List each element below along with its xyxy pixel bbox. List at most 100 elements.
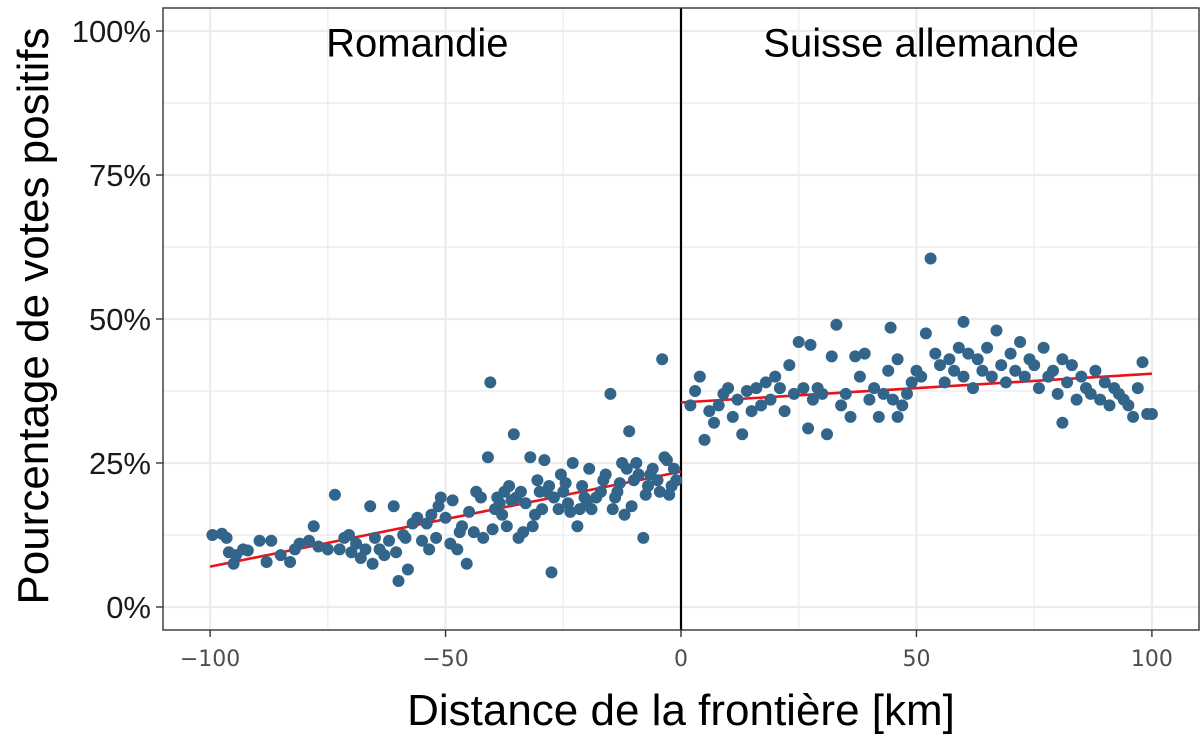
data-point (1103, 399, 1116, 412)
data-point (507, 428, 520, 441)
data-point (804, 338, 817, 351)
data-point (585, 503, 598, 516)
data-point (858, 347, 871, 360)
data-point (526, 520, 539, 533)
y-tick-label: 25% (89, 446, 151, 481)
data-point (1065, 359, 1078, 372)
data-point (703, 405, 716, 418)
data-point (967, 382, 979, 395)
data-point (750, 382, 763, 395)
data-point (698, 433, 711, 446)
data-point (670, 474, 683, 487)
data-point (637, 531, 650, 544)
data-point (1127, 410, 1140, 423)
data-point (392, 575, 405, 587)
data-point (1047, 364, 1059, 377)
data-point (773, 382, 786, 395)
y-tick-label: 100% (72, 14, 151, 49)
data-point (745, 405, 758, 418)
data-point (929, 347, 942, 360)
data-point (573, 503, 586, 516)
data-point (1032, 382, 1045, 395)
y-axis: 0% 25% 50% 75% 100% (72, 14, 163, 625)
data-point (726, 410, 739, 423)
data-point (486, 523, 499, 536)
data-point (1056, 416, 1069, 429)
data-point (434, 491, 447, 504)
data-point (1122, 399, 1135, 412)
data-point (439, 511, 452, 524)
data-point (474, 491, 487, 504)
data-point (1004, 347, 1017, 360)
data-point (1131, 382, 1144, 395)
data-point (571, 520, 584, 533)
data-point (364, 500, 377, 513)
data-point (839, 387, 852, 400)
data-point (500, 520, 513, 533)
data-point (868, 382, 881, 395)
data-point (390, 546, 403, 559)
data-point (853, 370, 866, 383)
data-point (642, 480, 654, 492)
data-point (453, 526, 466, 539)
data-point (1009, 364, 1022, 377)
data-point (995, 359, 1008, 372)
data-point (446, 494, 459, 507)
fit-line (680, 372, 1152, 404)
data-point (990, 324, 1003, 337)
data-point (321, 543, 334, 556)
data-point (425, 508, 438, 521)
data-point (594, 485, 607, 498)
data-point (667, 462, 680, 475)
data-point (1070, 393, 1083, 406)
data-point (293, 537, 306, 550)
data-point (493, 497, 506, 510)
data-point (583, 462, 596, 475)
data-point (524, 451, 537, 464)
data-point (905, 376, 918, 389)
data-point (943, 353, 956, 366)
y-tick-label: 75% (89, 158, 151, 193)
annotation-suisse-allemande: Suisse allemande (763, 22, 1079, 66)
data-point (463, 505, 476, 518)
data-point (625, 500, 638, 513)
data-point (307, 520, 320, 533)
data-point (265, 534, 278, 547)
data-point (849, 350, 862, 363)
data-point (708, 416, 720, 429)
data-point (755, 399, 768, 412)
data-point (630, 457, 643, 469)
data-point (274, 549, 287, 562)
data-point (423, 543, 436, 556)
annotation-romandie: Romandie (326, 22, 508, 66)
data-point (312, 540, 325, 553)
data-point (901, 387, 913, 400)
data-points (206, 252, 1158, 587)
data-point (368, 531, 381, 544)
data-point (797, 382, 810, 395)
data-point (564, 505, 577, 518)
data-point (806, 393, 819, 406)
data-point (503, 480, 516, 492)
data-point (623, 425, 636, 438)
data-point (962, 347, 975, 360)
data-point (830, 318, 843, 331)
data-point (646, 462, 659, 475)
data-point (477, 531, 490, 544)
data-point (924, 252, 937, 265)
data-point (1014, 336, 1027, 348)
data-point (350, 537, 363, 550)
data-point (552, 503, 565, 516)
data-point (484, 376, 497, 389)
data-point (241, 544, 254, 557)
data-point (651, 474, 664, 487)
data-point (877, 387, 890, 400)
data-point (1061, 376, 1074, 389)
data-point (1028, 359, 1041, 372)
data-point (359, 543, 372, 556)
data-point (260, 556, 273, 568)
data-point (333, 543, 346, 556)
data-point (519, 497, 532, 510)
data-point (825, 350, 838, 363)
data-point (545, 566, 558, 579)
